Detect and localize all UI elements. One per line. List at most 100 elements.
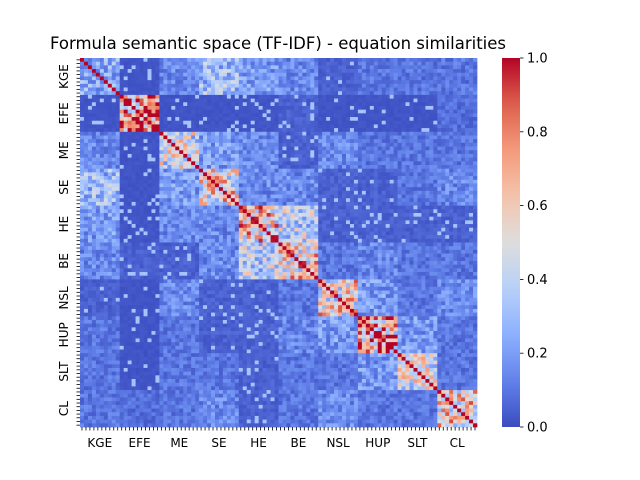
heatmap-cell [147, 212, 152, 218]
heatmap-cell [250, 135, 256, 140]
heatmap-cell [242, 165, 248, 170]
heatmap-cell [338, 117, 343, 122]
heatmap-cell [425, 102, 430, 107]
heatmap-cell [199, 176, 204, 181]
heatmap-cell [199, 131, 204, 136]
heatmap-cell [338, 76, 343, 81]
heatmap-cell [453, 209, 458, 214]
heatmap-cell [401, 183, 406, 188]
heatmap-cell [226, 80, 232, 85]
heatmap-cell [330, 105, 335, 111]
heatmap-cell [115, 142, 121, 147]
heatmap-cell [167, 153, 172, 158]
heatmap-cell [163, 165, 168, 170]
heatmap-cell [238, 194, 244, 199]
heatmap-cell [330, 161, 335, 166]
heatmap-cell [238, 201, 244, 206]
heatmap-cell [298, 87, 303, 92]
chart-title: Formula semantic space (TF-IDF) - equati… [50, 34, 506, 53]
heatmap-cell [453, 153, 458, 158]
heatmap-cell [226, 165, 232, 170]
heatmap-cell [242, 176, 248, 181]
heatmap-cell [270, 128, 275, 133]
heatmap-cell [306, 205, 311, 210]
heatmap-cell [147, 131, 152, 136]
heatmap-cell [433, 209, 438, 214]
heatmap-cell [357, 83, 363, 88]
heatmap-cell [381, 153, 387, 158]
heatmap-cell [381, 198, 387, 203]
heatmap-cell [393, 235, 398, 240]
heatmap-cell [282, 98, 287, 103]
heatmap-cell [298, 69, 303, 74]
heatmap-cell [334, 94, 339, 99]
heatmap-cell [87, 102, 93, 107]
heatmap-cell [163, 76, 168, 81]
heatmap-cell [473, 153, 478, 158]
heatmap-cell [191, 161, 196, 166]
heatmap-cell [342, 102, 347, 107]
heatmap-cell [437, 172, 442, 177]
heatmap-cell [274, 238, 279, 243]
heatmap-cell [262, 224, 267, 229]
heatmap-cell [270, 161, 275, 166]
heatmap-cell [302, 94, 307, 99]
heatmap-cell [453, 131, 458, 136]
heatmap-cell [326, 205, 331, 210]
heatmap-cell [107, 83, 113, 88]
heatmap-cell [314, 135, 319, 140]
heatmap-cell [473, 224, 478, 229]
heatmap-cell [433, 83, 438, 88]
heatmap-cell [195, 139, 200, 144]
heatmap-cell [465, 179, 470, 184]
heatmap-cell [80, 102, 85, 107]
heatmap-cell [234, 179, 240, 184]
heatmap-cell [369, 91, 375, 96]
heatmap-cell [334, 117, 339, 122]
heatmap-cell [314, 201, 319, 206]
heatmap-cell [318, 142, 323, 147]
heatmap-cell [230, 120, 236, 125]
heatmap-cell [207, 198, 212, 203]
heatmap-cell [461, 69, 466, 74]
heatmap-cell [183, 117, 188, 122]
heatmap-cell [353, 201, 359, 206]
heatmap-cell [298, 209, 303, 214]
heatmap-cell [139, 61, 144, 66]
heatmap-cell [298, 113, 303, 118]
heatmap-cell [338, 98, 343, 103]
heatmap-cell [191, 157, 196, 162]
heatmap-cell [175, 83, 180, 88]
heatmap-cell [286, 190, 291, 195]
heatmap-cell [286, 179, 291, 184]
heatmap-cell [214, 61, 220, 66]
heatmap-cell [226, 231, 232, 236]
heatmap-cell [461, 168, 466, 173]
heatmap-cell [342, 117, 347, 122]
heatmap-cell [234, 65, 240, 70]
heatmap-cell [306, 76, 311, 81]
heatmap-cell [437, 176, 442, 181]
heatmap-cell [203, 102, 208, 107]
heatmap-cell [421, 183, 426, 188]
heatmap-cell [135, 109, 140, 114]
heatmap-cell [222, 176, 228, 181]
heatmap-cell [286, 227, 291, 232]
heatmap-cell [294, 87, 299, 92]
heatmap-cell [139, 102, 144, 107]
heatmap-cell [433, 150, 438, 155]
heatmap-cell [254, 183, 259, 188]
heatmap-cell [345, 209, 351, 214]
heatmap-cell [143, 172, 148, 177]
heatmap-cell [131, 87, 136, 92]
heatmap-cell [385, 183, 391, 188]
heatmap-cell [338, 238, 343, 243]
heatmap-cell [338, 87, 343, 92]
heatmap-cell [218, 157, 224, 162]
heatmap-cell [115, 231, 121, 236]
heatmap-cell [214, 131, 220, 136]
heatmap-cell [453, 227, 458, 232]
heatmap-cell [381, 72, 387, 77]
heatmap-cell [349, 76, 355, 81]
